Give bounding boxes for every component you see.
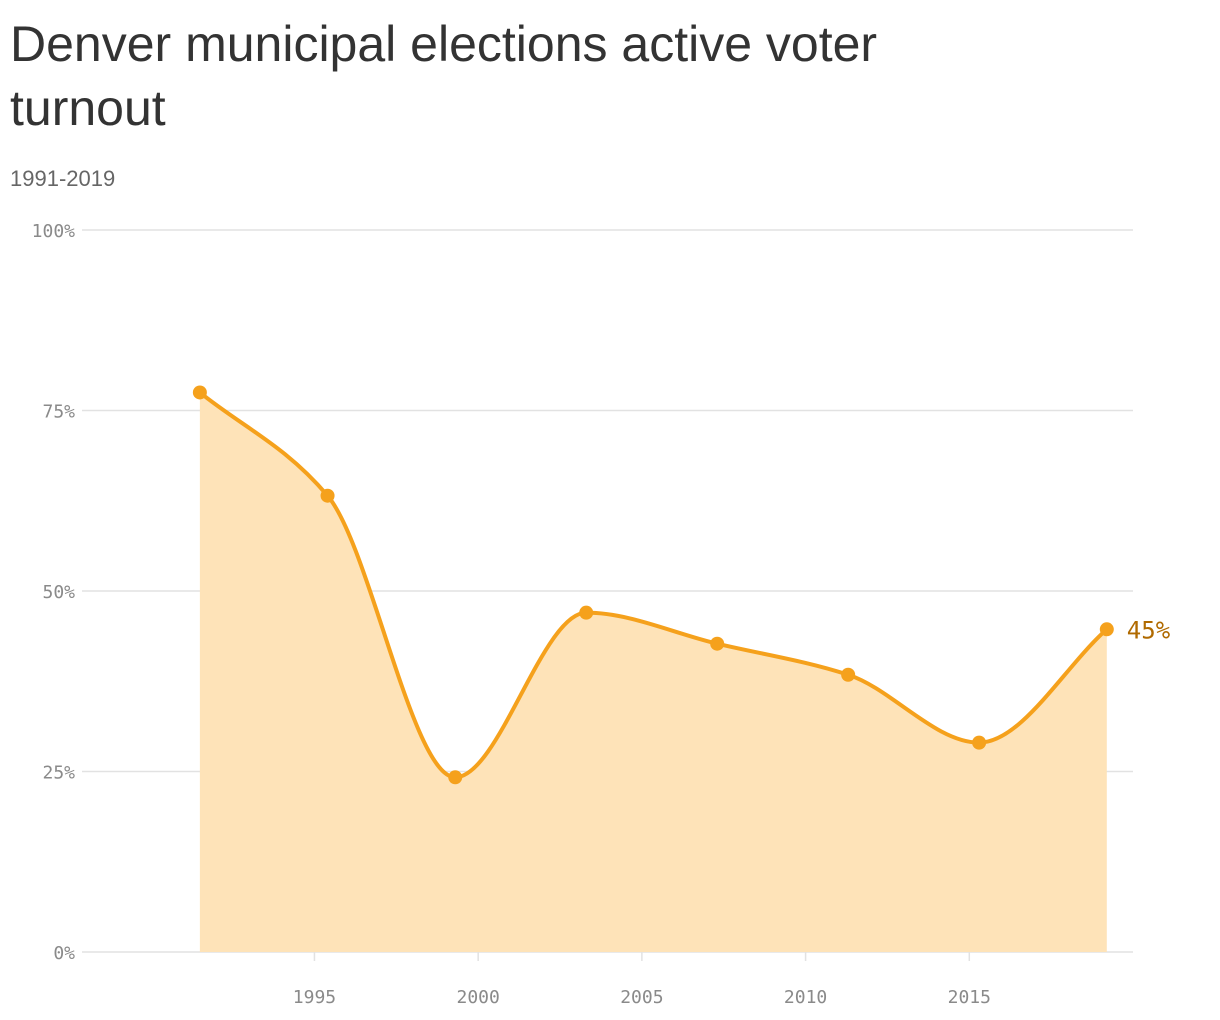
data-point xyxy=(841,667,856,682)
y-axis-ticks: 0% 25% 50% 75% 100% xyxy=(32,221,76,964)
data-point xyxy=(579,605,594,620)
y-tick-label: 100% xyxy=(32,221,76,242)
x-axis-ticks: 1995 2000 2005 2010 2015 xyxy=(293,952,991,1008)
data-point xyxy=(320,488,335,503)
data-points xyxy=(192,385,1114,785)
data-point xyxy=(1099,622,1114,637)
x-tick-label: 2010 xyxy=(784,987,827,1008)
y-tick-label: 0% xyxy=(53,943,75,964)
y-tick-label: 25% xyxy=(42,763,75,784)
data-point xyxy=(448,770,463,785)
data-point xyxy=(972,735,987,750)
x-tick-label: 1995 xyxy=(293,987,336,1008)
end-label-layer: 45% xyxy=(1127,616,1171,644)
data-point xyxy=(710,636,725,651)
turnout-line xyxy=(197,390,1109,780)
data-point xyxy=(192,385,207,400)
series-line-layer xyxy=(197,390,1109,780)
x-tick-label: 2000 xyxy=(456,987,499,1008)
y-tick-label: 75% xyxy=(42,402,75,423)
x-tick-label: 2005 xyxy=(620,987,663,1008)
chart-subtitle: 1991-2019 xyxy=(10,166,116,191)
turnout-area xyxy=(199,392,1107,952)
y-tick-label: 50% xyxy=(42,582,75,603)
end-value-label: 45% xyxy=(1127,616,1171,644)
x-tick-label: 2015 xyxy=(948,987,991,1008)
chart-title: Denver municipal elections active voter … xyxy=(10,16,878,136)
area-fill-layer xyxy=(199,392,1107,952)
